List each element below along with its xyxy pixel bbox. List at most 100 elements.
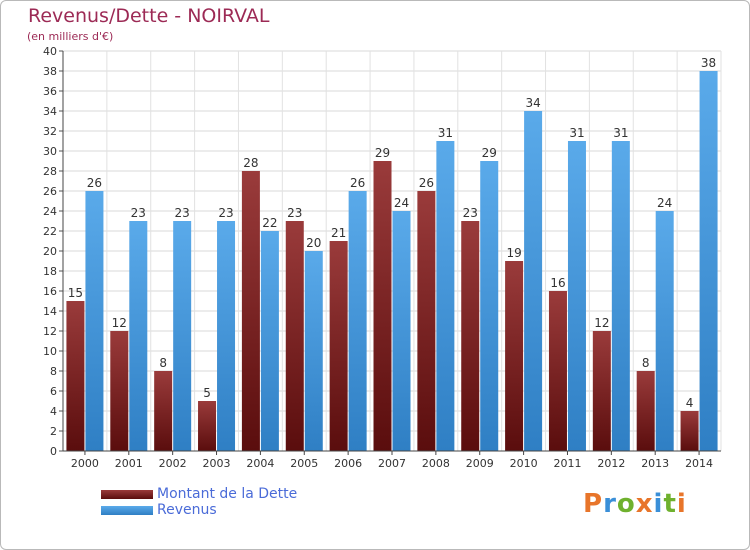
bar-debt <box>66 301 85 451</box>
bar-revenue <box>655 211 674 451</box>
logo-letter: i <box>676 489 687 519</box>
y-tick-label: 30 <box>43 145 57 158</box>
bar-debt-label: 12 <box>112 316 127 330</box>
y-tick-label: 6 <box>50 385 57 398</box>
bar-revenue <box>524 111 543 451</box>
bar-revenue-label: 26 <box>350 176 365 190</box>
bar-debt-label: 21 <box>331 226 346 240</box>
x-tick-label: 2008 <box>422 457 450 470</box>
bar-revenue-label: 23 <box>218 206 233 220</box>
y-tick-label: 18 <box>43 265 57 278</box>
x-tick-label: 2006 <box>334 457 362 470</box>
y-tick-label: 16 <box>43 285 57 298</box>
y-tick-label: 28 <box>43 165 57 178</box>
y-tick-label: 2 <box>50 425 57 438</box>
bar-debt-label: 5 <box>203 386 211 400</box>
legend-swatch-debt <box>101 490 153 499</box>
proxiti-logo: Proxiti <box>583 489 687 519</box>
bars: 15 26 12 23 8 23 5 23 28 22 23 20 21 26 29 24 26 31 23 29 19… <box>66 56 718 451</box>
bar-revenue-label: 34 <box>525 96 540 110</box>
bar-debt-label: 26 <box>419 176 434 190</box>
y-tick-label: 24 <box>43 205 57 218</box>
y-tick-label: 14 <box>43 305 57 318</box>
bar-revenue <box>611 141 630 451</box>
bar-revenue <box>699 71 718 451</box>
bar-debt <box>110 331 129 451</box>
bar-revenue <box>480 161 499 451</box>
x-tick-label: 2001 <box>115 457 143 470</box>
bar-revenue-label: 38 <box>701 56 716 70</box>
y-tick-label: 8 <box>50 365 57 378</box>
bar-revenue-label: 31 <box>438 126 453 140</box>
y-tick-label: 36 <box>43 85 57 98</box>
bar-revenue <box>436 141 455 451</box>
bar-debt <box>373 161 392 451</box>
bar-debt <box>680 411 699 451</box>
bar-revenue <box>260 231 279 451</box>
bar-debt <box>636 371 655 451</box>
bar-debt-label: 16 <box>550 276 565 290</box>
bar-debt <box>505 261 524 451</box>
bar-debt <box>548 291 567 451</box>
x-tick-label: 2013 <box>641 457 669 470</box>
x-tick-label: 2002 <box>159 457 187 470</box>
bar-debt-label: 15 <box>68 286 83 300</box>
bar-debt-label: 23 <box>287 206 302 220</box>
bar-debt-label: 29 <box>375 146 390 160</box>
bar-revenue-label: 22 <box>262 216 277 230</box>
grid-lines <box>62 50 722 452</box>
x-tick-label: 2007 <box>378 457 406 470</box>
bar-revenue <box>129 221 148 451</box>
bar-debt-label: 8 <box>159 356 167 370</box>
logo-letter: i <box>653 489 664 519</box>
bar-debt-label: 8 <box>642 356 650 370</box>
bar-revenue-label: 20 <box>306 236 321 250</box>
x-tick-label: 2011 <box>553 457 581 470</box>
logo-letter: P <box>583 489 604 519</box>
x-tick-label: 2000 <box>71 457 99 470</box>
bar-revenue <box>85 191 104 451</box>
y-tick-label: 0 <box>50 445 57 458</box>
x-tick-label: 2012 <box>597 457 625 470</box>
bar-debt-label: 23 <box>463 206 478 220</box>
x-tick-label: 2010 <box>510 457 538 470</box>
logo-letter: x <box>635 489 654 519</box>
x-tick-label: 2009 <box>466 457 494 470</box>
bar-revenue-label: 29 <box>482 146 497 160</box>
bar-debt <box>592 331 611 451</box>
chart-title: Revenus/Dette - NOIRVAL <box>28 5 270 27</box>
bar-revenue <box>217 221 236 451</box>
y-tick-label: 22 <box>43 225 57 238</box>
y-tick-label: 12 <box>43 325 57 338</box>
bar-revenue <box>304 251 323 451</box>
bar-revenue <box>567 141 586 451</box>
bar-revenue-label: 31 <box>569 126 584 140</box>
bar-debt <box>285 221 304 451</box>
y-tick-label: 40 <box>43 45 57 58</box>
x-tick-label: 2005 <box>290 457 318 470</box>
bar-debt-label: 28 <box>243 156 258 170</box>
bar-debt <box>461 221 480 451</box>
bar-revenue-label: 31 <box>613 126 628 140</box>
bar-debt-label: 4 <box>686 396 694 410</box>
y-tick-label: 34 <box>43 105 57 118</box>
y-tick-label: 26 <box>43 185 57 198</box>
bar-debt <box>154 371 173 451</box>
x-axis: 2000 2001 2002 2003 2004 2005 2006 2007 2008 2009… <box>63 450 721 470</box>
bar-debt <box>241 171 260 451</box>
y-tick-label: 32 <box>43 125 57 138</box>
x-tick-label: 2014 <box>685 457 713 470</box>
legend-label-revenue: Revenus <box>157 502 217 518</box>
logo-letter: t <box>663 489 677 519</box>
chart-subtitle: (en milliers d'€) <box>27 30 114 43</box>
logo-letter: o <box>616 489 636 519</box>
bar-revenue-label: 23 <box>175 206 190 220</box>
bar-debt-label: 12 <box>594 316 609 330</box>
legend-swatch-revenue <box>101 506 153 515</box>
y-tick-label: 10 <box>43 345 57 358</box>
x-tick-label: 2003 <box>203 457 231 470</box>
bar-revenue-label: 24 <box>657 196 672 210</box>
